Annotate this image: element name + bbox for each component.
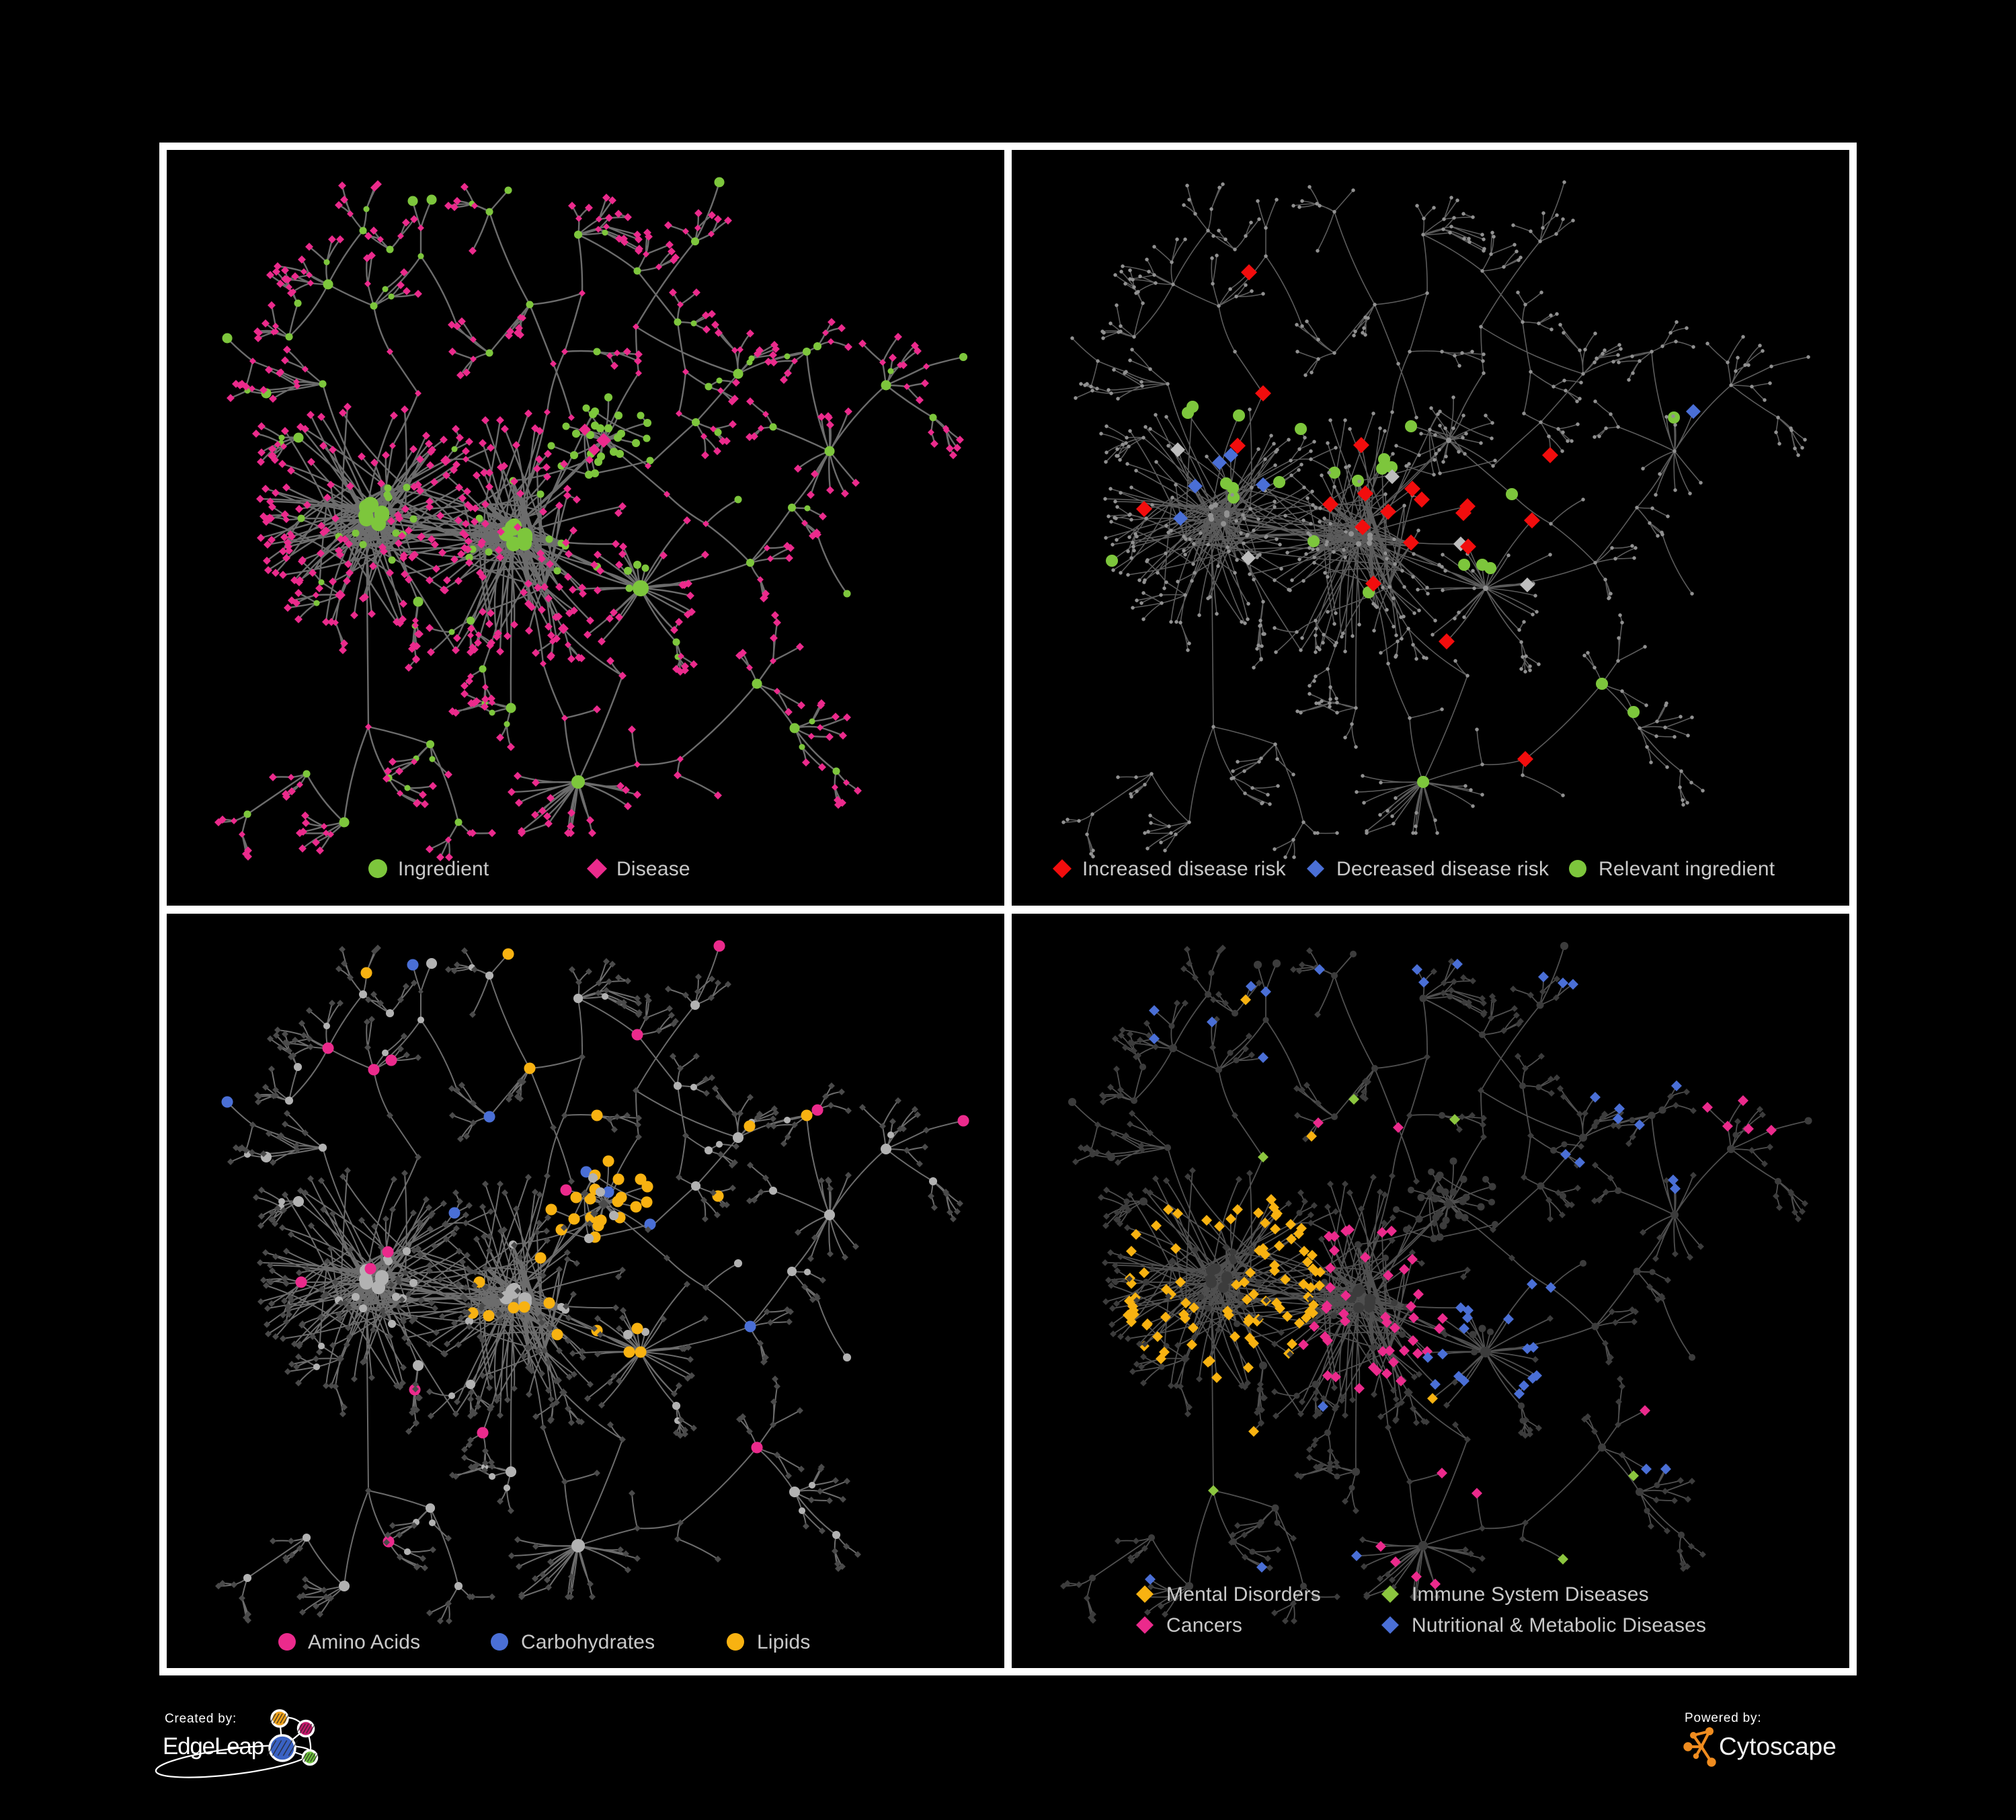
svg-text:Relevant ingredient: Relevant ingredient (1599, 858, 1775, 880)
svg-text:Mental Disorders: Mental Disorders (1166, 1583, 1321, 1606)
svg-text:Decreased disease risk: Decreased disease risk (1336, 858, 1549, 880)
svg-text:Ingredient: Ingredient (398, 858, 489, 880)
svg-text:Amino Acids: Amino Acids (308, 1631, 420, 1653)
svg-text:Powered by:: Powered by: (1685, 1711, 1761, 1725)
svg-text:Nutritional & Metabolic Diseas: Nutritional & Metabolic Diseases (1412, 1614, 1706, 1636)
svg-text:Carbohydrates: Carbohydrates (521, 1631, 655, 1653)
svg-text:EdgeLeap: EdgeLeap (163, 1733, 264, 1759)
svg-text:Created by:: Created by: (165, 1712, 237, 1726)
svg-text:Lipids: Lipids (757, 1631, 811, 1653)
svg-text:Increased disease risk: Increased disease risk (1082, 858, 1287, 880)
svg-text:Cancers: Cancers (1166, 1614, 1242, 1636)
svg-text:Immune System Diseases: Immune System Diseases (1412, 1583, 1649, 1606)
svg-text:Cytoscape: Cytoscape (1719, 1733, 1837, 1760)
svg-text:Disease: Disease (616, 858, 690, 880)
